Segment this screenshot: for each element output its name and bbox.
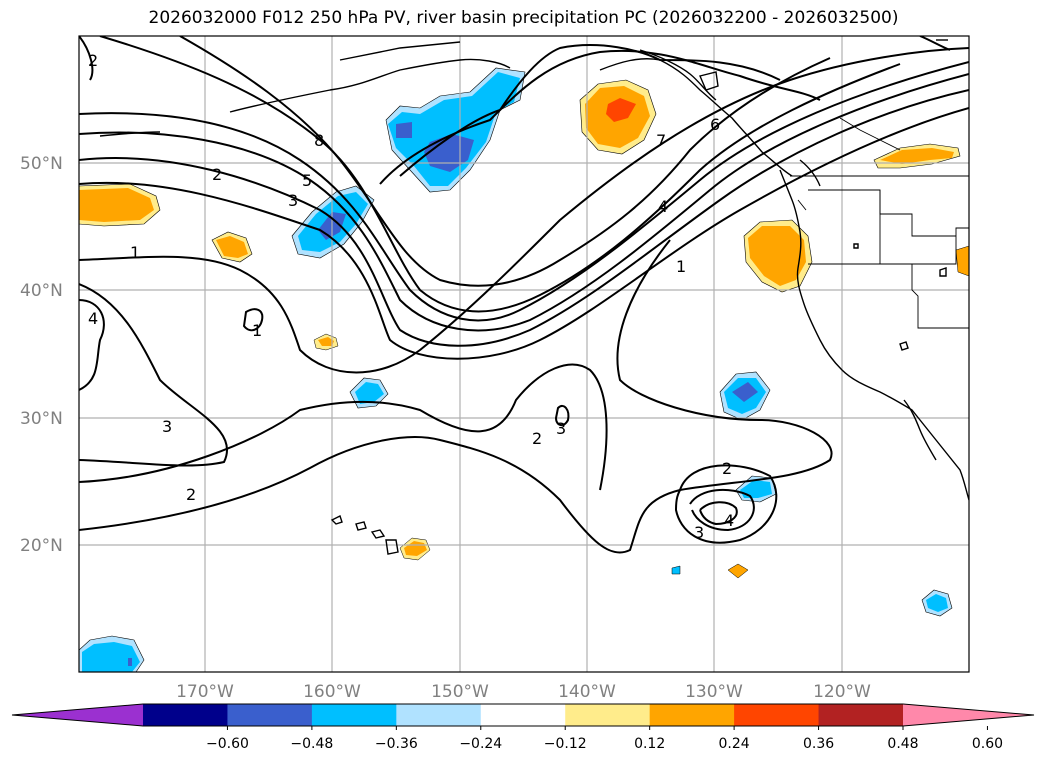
lon-label: 120°W [813, 682, 871, 702]
colorbar-tick-label: −0.36 [375, 736, 418, 752]
contour-label: 2 [212, 165, 222, 184]
colorbar-segment [311, 704, 397, 726]
colorbar-tick-label: 0.36 [803, 736, 834, 752]
colorbar-tick-label: −0.60 [206, 736, 249, 752]
contour-label: 6 [710, 115, 720, 134]
colorbar-segment [818, 704, 904, 726]
contour-label: 3 [556, 419, 566, 438]
lon-label: 140°W [558, 682, 616, 702]
colorbar-tick-label: 0.12 [634, 736, 665, 752]
contour-label: 4 [88, 309, 98, 328]
lon-label: 130°W [685, 682, 743, 702]
contour-label: 5 [302, 171, 312, 190]
colorbar-tick-label: 0.60 [972, 736, 1003, 752]
lat-label: 50°N [20, 154, 63, 174]
colorbar-tick-label: −0.12 [544, 736, 587, 752]
colorbar-segment [734, 704, 820, 726]
contour-label: 8 [314, 131, 324, 150]
contour-label: 1 [130, 243, 140, 262]
contour-label: 2 [186, 485, 196, 504]
map-title: 2026032000 F012 250 hPa PV, river basin … [148, 8, 899, 28]
lat-label: 20°N [20, 536, 63, 556]
colorbar-extend-high [903, 704, 1034, 726]
colorbar: −0.60 −0.48 −0.36 −0.24 −0.12 0.12 0.24 0.36 0.4… [11, 703, 1035, 752]
lat-label: 30°N [20, 409, 63, 429]
borders [790, 117, 969, 329]
longitude-labels: 170°W 160°W 150°W 140°W 130°W 120°W [176, 682, 871, 702]
contour-label: 4 [724, 511, 734, 530]
contour-label: 1 [252, 321, 262, 340]
colorbar-segment [143, 704, 228, 726]
contour-label: 3 [288, 191, 298, 210]
latitude-labels: 50°N 40°N 30°N 20°N [20, 154, 63, 556]
colorbar-tick-label: −0.48 [290, 736, 333, 752]
contour-label: 7 [656, 131, 666, 150]
contour-label: 3 [162, 417, 172, 436]
coastlines [99, 39, 969, 555]
colorbar-segment [649, 704, 735, 726]
lon-label: 150°W [431, 682, 489, 702]
colorbar-tick-label: 0.24 [719, 736, 750, 752]
lat-label: 40°N [20, 281, 63, 301]
lon-label: 160°W [303, 682, 361, 702]
colorbar-segment [565, 704, 651, 726]
contour-labels: 2 8 5 3 2 1 4 1 3 2 7 6 4 1 2 3 2 3 4 [88, 51, 734, 542]
graticule [79, 36, 969, 672]
colorbar-tick-label: 0.48 [887, 736, 918, 752]
contour-label: 2 [722, 459, 732, 478]
colorbar-tick-label: −0.24 [459, 736, 502, 752]
contour-label: 2 [88, 51, 98, 70]
colorbar-outline [11, 703, 1035, 727]
pv-contours [79, 36, 969, 554]
map-background [79, 36, 969, 672]
colorbar-segment [227, 704, 313, 726]
colorbar-segment [396, 704, 482, 726]
colorbar-segment [480, 704, 566, 726]
contour-label: 4 [658, 197, 668, 216]
contour-label: 2 [532, 429, 542, 448]
colorbar-extend-low [12, 704, 143, 726]
contour-label: 1 [676, 257, 686, 276]
map-frame [78, 35, 970, 673]
map-content: 2 8 5 3 2 1 4 1 3 2 7 6 4 1 2 3 2 3 4 [79, 36, 969, 672]
contour-label: 3 [694, 523, 704, 542]
lon-label: 170°W [176, 682, 234, 702]
